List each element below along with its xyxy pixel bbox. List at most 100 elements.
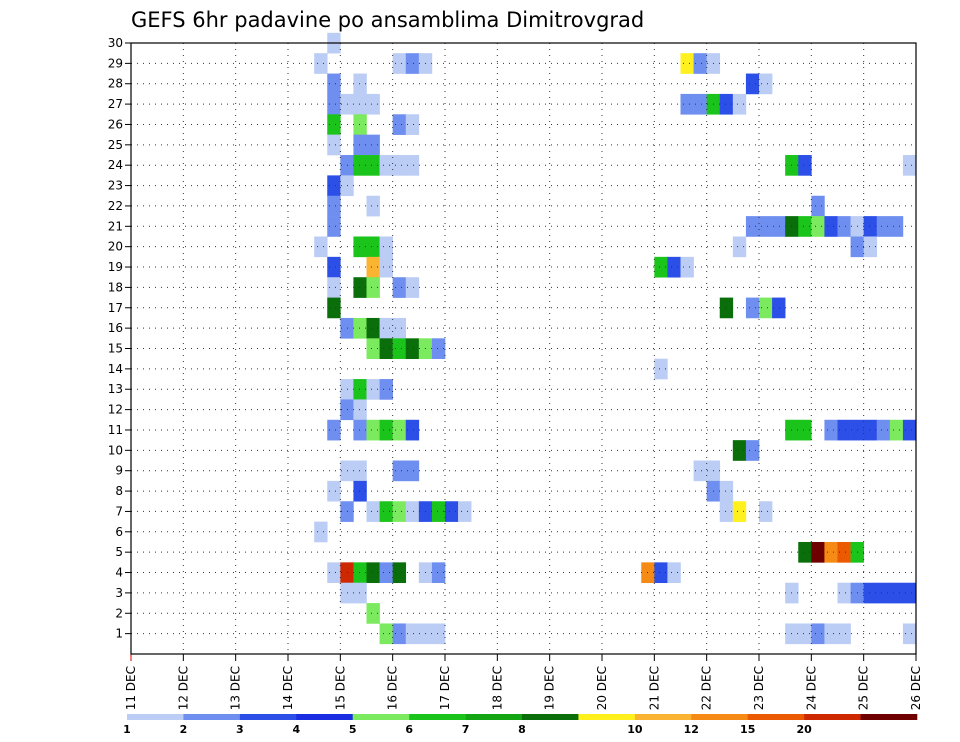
heatmap-cell bbox=[327, 419, 341, 441]
x-tick-label: 21 DEC bbox=[647, 666, 661, 710]
heatmap-cell bbox=[798, 623, 812, 645]
y-tick-label: 5 bbox=[115, 545, 123, 559]
heatmap-cell bbox=[366, 501, 380, 522]
heatmap-cell bbox=[392, 562, 407, 584]
heatmap-cell bbox=[824, 419, 838, 441]
heatmap-cell bbox=[693, 93, 707, 115]
heatmap-cell bbox=[732, 93, 747, 115]
x-tick-label: 13 DEC bbox=[229, 666, 243, 710]
heatmap-cell bbox=[353, 379, 367, 400]
heatmap-cell bbox=[353, 399, 367, 421]
heatmap-cell bbox=[405, 338, 420, 359]
legend-swatch bbox=[804, 714, 861, 720]
y-tick-label: 7 bbox=[115, 504, 123, 518]
heatmap-cell bbox=[837, 419, 851, 441]
y-tick-label: 6 bbox=[115, 525, 123, 539]
heatmap-cell bbox=[732, 501, 747, 522]
heatmap-cell bbox=[353, 134, 367, 156]
heatmap-cell bbox=[379, 338, 393, 359]
legend-label: 1 bbox=[123, 723, 131, 736]
heatmap-cell bbox=[379, 379, 393, 400]
heatmap-cell bbox=[392, 277, 407, 298]
heatmap-cell bbox=[431, 562, 446, 584]
heatmap-cell bbox=[837, 541, 851, 563]
heatmap-cell bbox=[366, 155, 380, 176]
y-axis-ticks: 1234567891011121314151617181920212223242… bbox=[108, 36, 131, 641]
y-tick-label: 1 bbox=[115, 627, 123, 641]
heatmap-cell bbox=[680, 93, 694, 115]
x-tick-label: 18 DEC bbox=[490, 666, 504, 710]
heatmap-cell bbox=[902, 419, 917, 441]
heatmap-cell bbox=[366, 236, 380, 258]
heatmap-cell bbox=[366, 419, 380, 441]
heatmap-cell bbox=[654, 562, 668, 584]
y-tick-label: 21 bbox=[108, 219, 123, 233]
heatmap-cell bbox=[366, 134, 380, 156]
heatmap-cell bbox=[405, 155, 420, 176]
heatmap-cell bbox=[353, 480, 367, 502]
heatmap-cell bbox=[353, 582, 367, 604]
heatmap-cell bbox=[405, 277, 420, 298]
y-tick-label: 29 bbox=[108, 56, 123, 70]
heatmap-cell bbox=[824, 541, 838, 563]
legend-label: 20 bbox=[796, 723, 812, 736]
heatmap-cell bbox=[902, 623, 917, 645]
legend-swatch bbox=[352, 714, 410, 720]
x-tick-label: 14 DEC bbox=[281, 666, 295, 710]
x-tick-label: 16 DEC bbox=[386, 666, 400, 710]
y-tick-label: 14 bbox=[108, 362, 123, 376]
heatmap-cell bbox=[327, 277, 341, 298]
heatmap-cell bbox=[353, 114, 367, 135]
heatmap-cell bbox=[353, 277, 367, 298]
x-tick-label: 15 DEC bbox=[333, 666, 347, 710]
heatmap-cell bbox=[327, 114, 341, 135]
heatmap-cell bbox=[405, 114, 420, 135]
heatmap-cell bbox=[392, 623, 407, 645]
y-tick-label: 10 bbox=[108, 443, 123, 457]
legend-label: 4 bbox=[292, 723, 300, 736]
heatmap-cell bbox=[811, 216, 825, 237]
heatmap-cell bbox=[772, 216, 786, 237]
legend-label: 10 bbox=[627, 723, 643, 736]
heatmap-cell bbox=[876, 419, 891, 441]
heatmap-cell bbox=[327, 256, 341, 278]
heatmap-cell bbox=[327, 216, 341, 237]
heatmap-cell bbox=[353, 93, 367, 115]
heatmap-cell bbox=[379, 317, 393, 339]
heatmap-cell bbox=[314, 236, 328, 258]
y-tick-label: 9 bbox=[115, 464, 123, 478]
legend-swatch bbox=[409, 714, 466, 720]
y-tick-label: 25 bbox=[108, 138, 123, 152]
heatmap-cell bbox=[745, 297, 760, 319]
legend-label: 15 bbox=[740, 723, 755, 736]
heatmap-cell bbox=[745, 73, 760, 95]
heatmap-cell bbox=[772, 297, 786, 319]
heatmap-cell bbox=[798, 541, 812, 563]
y-tick-label: 4 bbox=[115, 566, 123, 580]
x-tick-label: 24 DEC bbox=[804, 666, 818, 710]
heatmap-cell bbox=[719, 480, 734, 502]
heatmap-cell bbox=[366, 277, 380, 298]
heatmap-cell bbox=[392, 53, 407, 74]
heatmap-cell bbox=[353, 73, 367, 95]
heatmap-cell bbox=[719, 297, 734, 319]
heatmap-cell bbox=[392, 155, 407, 176]
heatmap-cell bbox=[379, 155, 393, 176]
heatmap-cell bbox=[366, 195, 380, 217]
x-tick-label: 19 DEC bbox=[543, 666, 557, 710]
heatmap-cell bbox=[314, 521, 328, 543]
heatmap-cell bbox=[353, 155, 367, 176]
heatmap-cell bbox=[667, 562, 681, 584]
heatmap-cell bbox=[405, 623, 420, 645]
heatmap-cell bbox=[824, 216, 838, 237]
heatmap-cell bbox=[889, 582, 904, 604]
heatmap-cell bbox=[327, 562, 341, 584]
heatmap-cell bbox=[405, 460, 420, 482]
legend-swatch bbox=[183, 714, 241, 720]
heatmap-cell bbox=[876, 582, 891, 604]
x-tick-label: 17 DEC bbox=[438, 666, 452, 710]
heatmap-cell bbox=[863, 582, 878, 604]
y-tick-label: 3 bbox=[115, 586, 123, 600]
heatmap-cell bbox=[902, 582, 917, 604]
heatmap-cell bbox=[353, 419, 367, 441]
